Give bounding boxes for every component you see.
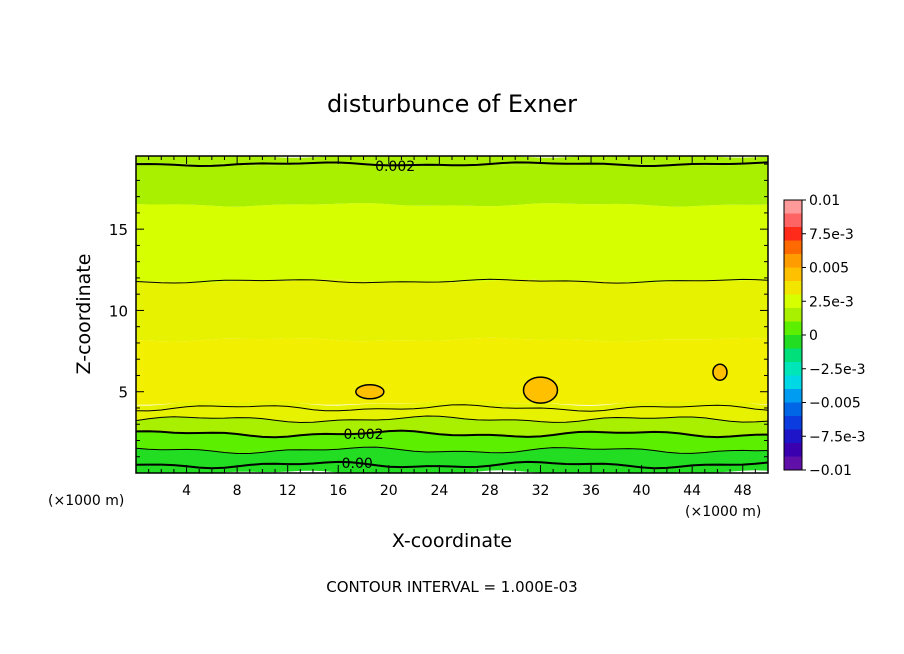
x-unit-left: (×1000 m) <box>48 493 124 509</box>
colorbar-swatch <box>784 362 802 376</box>
y-tick-label: 5 <box>118 384 128 402</box>
colorbar-label: 0 <box>809 328 818 344</box>
field-band <box>136 279 768 342</box>
y-tick-label: 10 <box>109 302 128 320</box>
x-tick-label: 4 <box>182 483 191 499</box>
y-tick-label: 15 <box>109 221 128 239</box>
x-axis-ticks: 4 8 12 16 20 24 28 32 36 40 44 48 <box>148 156 756 499</box>
colorbar-swatch <box>784 335 802 349</box>
colorbar-label: 0.01 <box>809 193 840 209</box>
contour-label: 0.002 <box>375 159 415 175</box>
contour-line <box>136 415 768 424</box>
colorbar-swatch <box>784 281 802 295</box>
colorbar-swatch <box>784 443 802 457</box>
field-band <box>136 447 768 468</box>
x-tick-label: 20 <box>380 483 398 499</box>
contour-line <box>136 460 768 470</box>
colorbar-label: −0.005 <box>809 396 861 412</box>
field-bands <box>136 156 768 473</box>
colorbar-swatch <box>784 294 802 309</box>
field-band <box>136 337 768 405</box>
colorbar-swatch <box>784 200 802 214</box>
high-center <box>522 376 559 404</box>
colorbar-swatch <box>784 308 802 322</box>
colorbar-swatch <box>784 267 802 282</box>
x-tick-label: 28 <box>481 483 499 499</box>
colorbar-swatch <box>784 389 802 403</box>
colorbar-swatch <box>784 254 802 268</box>
colorbar-swatch <box>784 402 802 417</box>
colorbar-swatch <box>784 416 802 430</box>
x-tick-label: 48 <box>734 483 752 499</box>
colorbar-swatch <box>784 240 802 255</box>
x-unit-right: (×1000 m) <box>685 504 761 520</box>
contour-interval-note: CONTOUR INTERVAL = 1.000E-03 <box>326 578 577 596</box>
contour-line <box>136 429 768 439</box>
colorbar-label: 0.005 <box>809 261 849 277</box>
x-tick-label: 24 <box>430 483 448 499</box>
colorbar-swatch <box>784 429 802 444</box>
contour-lines <box>136 161 768 470</box>
colorbar-swatch <box>784 227 802 241</box>
contour-line <box>136 404 768 412</box>
x-tick-label: 32 <box>532 483 550 499</box>
colorbar-label: 2.5e-3 <box>809 294 854 310</box>
x-tick-label: 40 <box>633 483 651 499</box>
field-band <box>136 162 768 207</box>
colorbar: 0.01 7.5e-3 0.005 2.5e-3 0 −2.5e-3 −0.005 −7.5e… <box>783 193 866 479</box>
x-tick-label: 44 <box>683 483 701 499</box>
contour-labels: 0.002 0.002 0.00 <box>342 159 416 472</box>
contour-label: 0.00 <box>342 456 373 472</box>
colorbar-label: −0.01 <box>809 463 852 479</box>
contour-line <box>136 161 768 168</box>
x-tick-label: 16 <box>329 483 347 499</box>
contour-label: 0.002 <box>343 427 383 443</box>
colorbar-swatch <box>784 456 802 471</box>
colorbar-swatch <box>784 348 802 363</box>
field-band <box>136 400 768 423</box>
high-center <box>355 383 385 400</box>
colorbar-label: −2.5e-3 <box>809 362 866 378</box>
field-band <box>136 203 768 283</box>
colorbar-swatch <box>784 321 802 336</box>
plot-area <box>136 156 768 473</box>
y-axis-label: Z-coordinate <box>73 254 95 375</box>
colorbar-swatch <box>784 213 802 228</box>
colorbar-label: −7.5e-3 <box>809 429 866 445</box>
x-axis-label: X-coordinate <box>392 530 512 552</box>
contour-line <box>136 278 768 284</box>
chart-title: disturbunce of Exner <box>327 90 577 118</box>
y-axis-ticks: 5 10 15 <box>109 163 768 458</box>
x-tick-label: 36 <box>582 483 600 499</box>
high-center <box>712 363 728 381</box>
colorbar-swatch <box>784 375 802 390</box>
colorbar-label: 7.5e-3 <box>809 227 854 243</box>
contour-line <box>136 446 768 454</box>
x-tick-label: 12 <box>279 483 297 499</box>
x-tick-label: 8 <box>233 483 242 499</box>
